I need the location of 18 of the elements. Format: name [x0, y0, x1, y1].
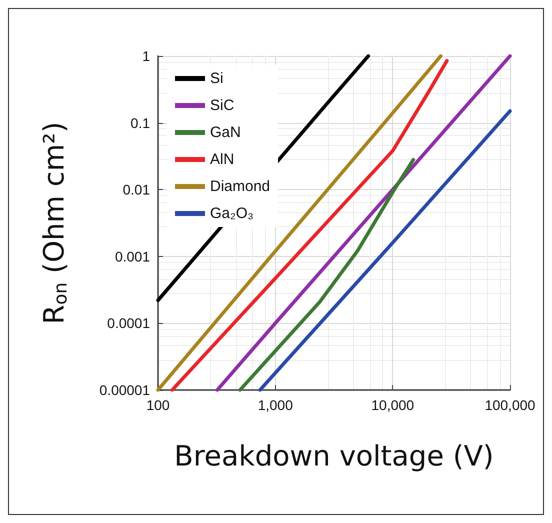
legend-label: Ga₂O₃: [210, 205, 254, 222]
x-tick-label: 100,000: [484, 397, 536, 413]
legend-label: SiC: [210, 97, 234, 114]
x-tick-label: 10,000: [371, 397, 414, 413]
legend-label: Diamond: [210, 178, 270, 195]
y-tick-label: 0.0001: [107, 315, 150, 332]
y-tick-label: 0.01: [122, 182, 150, 198]
legend-label: AlN: [210, 151, 234, 168]
y-tick-label: 1: [142, 48, 150, 64]
y-tick-label: 0.1: [130, 114, 150, 131]
y-tick-label: 0.001: [114, 248, 150, 264]
legend-label: Si: [210, 70, 224, 87]
y-axis-title: Ron (Ohm cm²): [38, 122, 72, 324]
y-tick-label: 0.00001: [99, 382, 150, 398]
legend-label: GaN: [210, 124, 241, 141]
x-tick-label: 100: [146, 397, 170, 413]
x-tick-label: 1,000: [258, 397, 294, 413]
x-axis-title: Breakdown voltage (V): [174, 440, 494, 472]
